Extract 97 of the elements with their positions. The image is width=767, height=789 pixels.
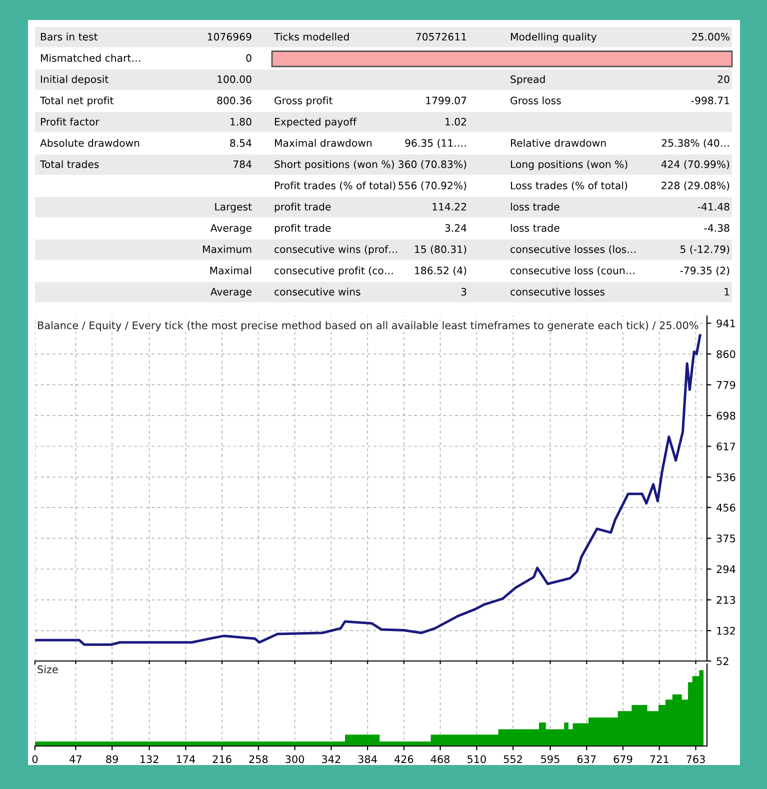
text: 20	[718, 75, 730, 84]
text: consecutive profit (co…	[274, 266, 393, 276]
text: Maximal drawdown	[274, 138, 372, 147]
text: Long positions (won %)	[510, 160, 628, 170]
text: 100.00	[218, 75, 252, 84]
text: 1.80	[230, 118, 252, 126]
text: Initial deposit	[40, 75, 108, 86]
x-tick-label: 763	[686, 755, 705, 764]
x-tick-label: 679	[614, 755, 632, 764]
x-tick-label: 132	[140, 755, 158, 764]
text: 3	[461, 288, 466, 296]
x-tick-label: 595	[541, 755, 560, 764]
text: -998.71	[691, 96, 730, 104]
text: 15 (80.31)	[415, 245, 466, 254]
text: consecutive loss (coun…	[510, 266, 634, 276]
text: Total trades	[40, 160, 99, 168]
text: Profit trades (% of total)	[274, 181, 396, 191]
text: 1799.07	[426, 96, 466, 104]
x-tick-label: 468	[430, 755, 450, 764]
text: loss trade	[510, 202, 560, 211]
text: 784	[233, 160, 252, 168]
text: Average	[210, 224, 252, 234]
text: 3.24	[445, 224, 466, 232]
text: 25.38% (40…	[662, 138, 729, 148]
text: -79.35 (2)	[680, 266, 730, 276]
x-tick-label: 0	[32, 755, 38, 764]
y-tick-label: 698	[716, 412, 736, 420]
text: 1	[724, 288, 730, 296]
text: 186.52 (4)	[415, 266, 466, 276]
text: 556 (70.92%)	[398, 181, 466, 191]
text: Average	[210, 288, 252, 298]
x-tick-label: 342	[322, 755, 340, 764]
text: Gross profit	[274, 96, 332, 106]
y-tick-label: 779	[716, 381, 736, 389]
text: 70572611	[416, 32, 466, 41]
text: 800.36	[217, 96, 252, 104]
x-tick-label: 721	[650, 755, 668, 763]
text: 360 (70.83%)	[398, 160, 466, 170]
text: consecutive losses	[510, 288, 605, 296]
x-tick-label: 89	[106, 755, 118, 764]
x-tick-label: 258	[249, 755, 268, 764]
chart-title: Balance / Equity / Every tick (the most precise method based on all available least timeframes to generate each tick) / 25.00%	[38, 321, 698, 332]
text: Mismatched chart…	[40, 54, 140, 62]
x-tick-label: 637	[577, 755, 596, 764]
text: profit trade	[274, 224, 331, 234]
text: Largest	[215, 203, 252, 213]
text: consecutive wins	[274, 288, 360, 296]
text: -4.38	[704, 224, 730, 232]
y-tick-label: 213	[716, 596, 736, 604]
x-tick-label: 552	[504, 755, 522, 764]
text: Spread	[510, 75, 545, 86]
x-tick-label: 47	[70, 755, 82, 763]
text: profit trade	[274, 202, 331, 213]
text: Modelling quality	[510, 32, 597, 43]
x-tick-label: 510	[468, 755, 486, 764]
line-series	[35, 334, 702, 646]
text: 1.02	[446, 118, 466, 126]
text: 8.54	[230, 139, 252, 147]
chart-title: Size	[38, 665, 58, 674]
x-tick-label: 216	[212, 755, 232, 764]
y-tick-label: 860	[716, 350, 736, 358]
y-tick-label: 132	[717, 626, 735, 635]
text: consecutive wins (prof…	[274, 245, 398, 256]
text: Total net profit	[40, 96, 114, 106]
text: Relative drawdown	[510, 138, 606, 147]
y-tick-label: 456	[716, 504, 736, 512]
text: 5 (-12.79)	[680, 245, 730, 254]
y-tick-label: 52	[716, 657, 728, 666]
text: 228 (29.08%)	[662, 181, 730, 191]
x-tick-label: 300	[286, 755, 304, 764]
x-tick-label: 426	[394, 755, 414, 764]
text: Absolute drawdown	[40, 138, 140, 147]
text: Maximal	[210, 266, 252, 274]
text: Short positions (won %)	[274, 160, 394, 170]
text: 114.22	[432, 202, 466, 210]
text: Gross loss	[510, 96, 561, 104]
y-tick-label: 375	[716, 534, 735, 542]
x-tick-label: 174	[176, 755, 196, 763]
y-tick-label: 294	[716, 565, 736, 574]
text: -41.48	[698, 202, 730, 211]
text: consecutive losses (los…	[510, 245, 636, 254]
y-tick-label: 536	[716, 473, 736, 482]
text: 1076969	[208, 32, 252, 41]
y-tick-label: 941	[716, 319, 735, 328]
text: Loss trades (% of total)	[510, 181, 628, 191]
text: Ticks modelled	[274, 32, 349, 41]
x-tick-label: 384	[358, 755, 377, 764]
text: 0	[246, 54, 252, 62]
y-tick-label: 617	[716, 442, 736, 450]
text: Bars in test	[40, 32, 98, 41]
text: Profit factor	[40, 118, 100, 126]
text: Expected payoff	[274, 118, 357, 128]
text: 96.35 (11.…	[405, 138, 466, 148]
text: loss trade	[510, 224, 560, 232]
text: 25.00%	[692, 32, 730, 41]
text: 424 (70.99%)	[661, 160, 730, 170]
text: Maximum	[203, 245, 252, 254]
